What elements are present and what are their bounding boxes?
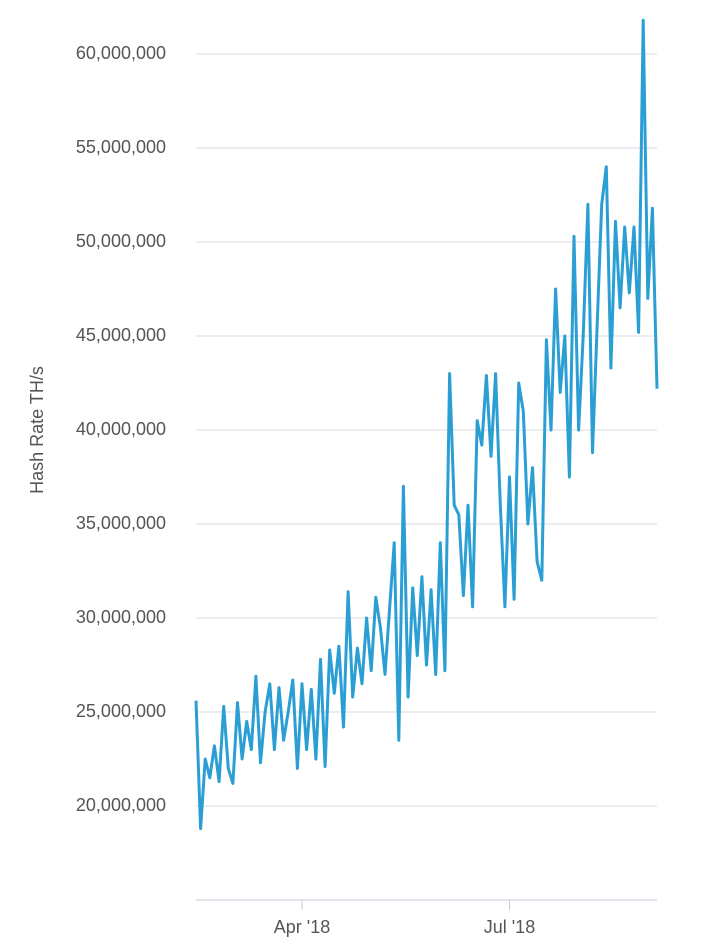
y-tick-label: 40,000,000 — [76, 419, 166, 439]
y-tick-label: 20,000,000 — [76, 795, 166, 815]
y-tick-label: 30,000,000 — [76, 607, 166, 627]
y-tick-label: 50,000,000 — [76, 231, 166, 251]
x-tick-label: Jul '18 — [484, 917, 535, 937]
y-tick-label: 35,000,000 — [76, 513, 166, 533]
y-tick-label: 55,000,000 — [76, 137, 166, 157]
line — [194, 18, 659, 831]
y-tick-label: 25,000,000 — [76, 701, 166, 721]
y-axis-title: Hash Rate TH/s — [27, 366, 47, 494]
y-tick-label: 45,000,000 — [76, 325, 166, 345]
y-tick-label: 60,000,000 — [76, 43, 166, 63]
x-tick-label: Apr '18 — [274, 917, 330, 937]
